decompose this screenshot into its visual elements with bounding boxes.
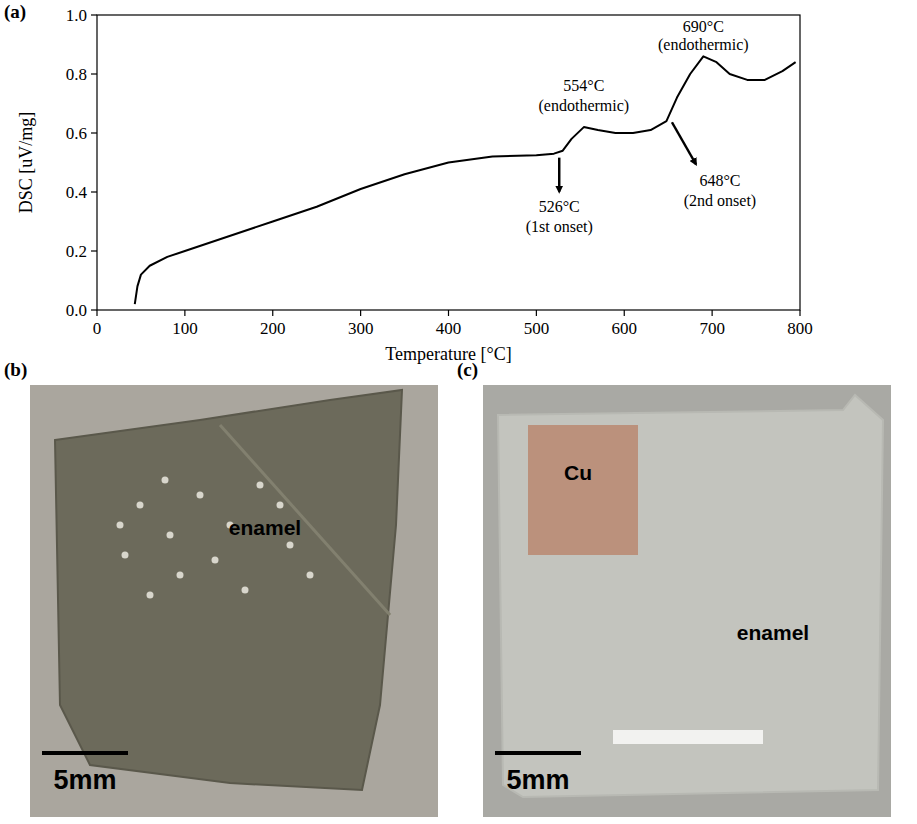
y-tick-label: 0.2 <box>66 242 87 261</box>
x-tick-label: 100 <box>172 319 198 338</box>
speck <box>137 502 144 509</box>
scale-bar <box>42 751 128 755</box>
panel-label: (c) <box>457 359 478 381</box>
speck <box>167 532 174 539</box>
speck <box>257 482 264 489</box>
x-tick <box>96 310 97 316</box>
speck <box>117 522 124 529</box>
photo-background <box>483 385 891 817</box>
y-tick <box>91 73 97 74</box>
speck <box>277 502 284 509</box>
y-tick <box>91 250 97 251</box>
x-tick-label: 400 <box>436 319 462 338</box>
x-tick-label: 300 <box>348 319 374 338</box>
speck <box>197 492 204 499</box>
reflection <box>613 730 763 744</box>
cu-piece <box>528 425 638 555</box>
edge <box>220 425 390 615</box>
speck <box>287 542 294 549</box>
y-axis-title: DSC [uV/mg] <box>16 112 36 214</box>
annotation-text: (endothermic) <box>539 97 630 115</box>
photo-background <box>30 385 438 817</box>
annotation: 526°C (1st onset) <box>526 158 593 236</box>
panel-label: (b) <box>4 359 27 381</box>
y-tick-label: 1.0 <box>66 6 87 25</box>
y-tick-label: 0.0 <box>66 301 87 320</box>
scale-bar <box>495 751 581 755</box>
y-tick-label: 0.6 <box>66 124 87 143</box>
x-tick-label: 600 <box>612 319 638 338</box>
speck <box>177 572 184 579</box>
annotation-text: (1st onset) <box>526 218 593 236</box>
speck <box>212 557 219 564</box>
y-tick <box>91 191 97 192</box>
annotation: 554°C (endothermic) <box>539 77 630 115</box>
photo: Cu enamel 5mm <box>483 385 891 817</box>
speck <box>147 592 154 599</box>
annotation-arrow <box>672 122 696 164</box>
enamel-piece <box>498 395 883 797</box>
speck <box>307 572 314 579</box>
y-tick <box>91 309 97 310</box>
annotation: 648°C (2nd onset) <box>672 122 756 210</box>
dsc-curve <box>135 56 796 304</box>
figure: (a) 0 100 200 300 400 500 600 700 800 0.0 0.2 0.4 0.6… <box>0 0 917 824</box>
x-axis-title: Temperature [°C] <box>385 344 511 364</box>
x-tick <box>272 310 273 316</box>
x-tick <box>712 310 713 316</box>
enamel-piece <box>55 390 402 790</box>
speck <box>242 587 249 594</box>
plot-area <box>135 56 796 304</box>
photo-label: enamel <box>737 621 809 644</box>
y-tick <box>91 14 97 15</box>
annotation-text: 648°C <box>699 172 740 189</box>
panel-label: (a) <box>4 1 26 23</box>
annotation-text: 690°C <box>683 18 724 35</box>
photo-label: Cu <box>564 461 592 484</box>
x-tick <box>184 310 185 316</box>
photo-label: enamel <box>229 516 301 539</box>
x-tick <box>448 310 449 316</box>
photo: enamel 5mm <box>30 385 438 817</box>
x-tick-label: 700 <box>699 319 725 338</box>
annotation-text: (endothermic) <box>658 36 749 54</box>
speck <box>162 477 169 484</box>
x-tick-label: 200 <box>260 319 286 338</box>
x-tick <box>799 310 800 316</box>
plot-frame <box>97 15 800 310</box>
annotation-text: 526°C <box>539 198 580 215</box>
annotation-arrow <box>558 158 561 192</box>
annotation-text: 554°C <box>563 77 604 94</box>
x-tick-label: 500 <box>524 319 550 338</box>
y-tick-label: 0.4 <box>66 183 88 202</box>
y-tick <box>91 132 97 133</box>
scale-bar-label: 5mm <box>506 765 569 795</box>
x-tick <box>624 310 625 316</box>
x-tick-label: 800 <box>787 319 813 338</box>
y-tick-label: 0.8 <box>66 65 87 84</box>
speck <box>122 552 129 559</box>
scale-bar-label: 5mm <box>53 765 116 795</box>
x-tick-label: 0 <box>93 319 102 338</box>
annotation: 690°C(endothermic) <box>658 18 749 54</box>
x-tick <box>360 310 361 316</box>
annotation-text: (2nd onset) <box>684 192 756 210</box>
x-tick <box>536 310 537 316</box>
